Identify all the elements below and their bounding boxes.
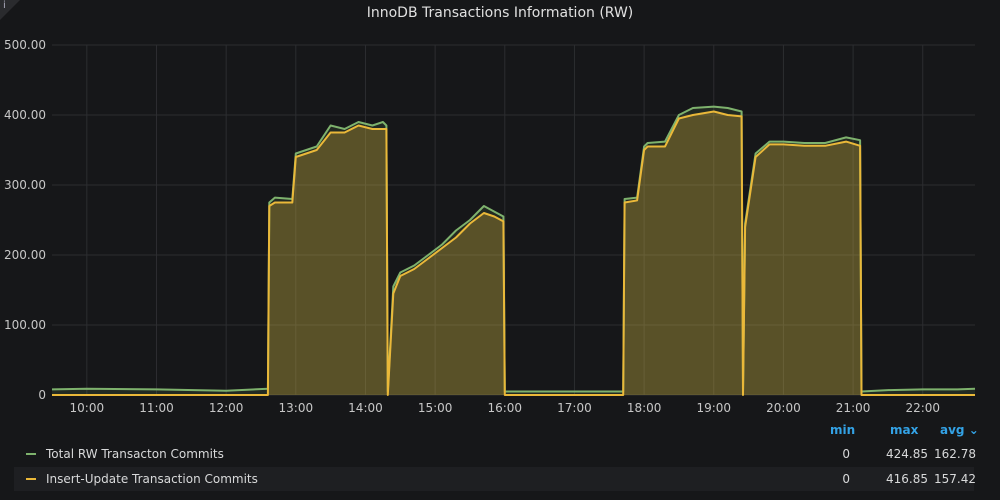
series-line-insert-update xyxy=(52,110,975,396)
panel-title: InnoDB Transactions Information (RW) xyxy=(366,5,634,21)
x-tick-label: 22:00 xyxy=(905,401,940,415)
y-tick-label: 100.00 xyxy=(4,318,46,332)
legend-swatch xyxy=(26,453,36,455)
series-areas xyxy=(52,106,975,395)
series-area-insert-update xyxy=(52,111,975,395)
legend-value-avg: 162.78 xyxy=(934,447,976,461)
x-tick-label: 21:00 xyxy=(836,401,871,415)
legend-value-min: 0 xyxy=(842,472,850,486)
legend-item-total-rw[interactable]: Total RW Transacton Commits 0 424.85 162… xyxy=(14,442,976,466)
x-tick-label: 14:00 xyxy=(348,401,383,415)
x-tick-label: 12:00 xyxy=(209,401,244,415)
chart-grid xyxy=(52,44,975,396)
info-icon[interactable]: i xyxy=(3,0,6,11)
legend-item-label[interactable]: Insert-Update Transaction Commits xyxy=(46,472,258,486)
series-line-total-rw xyxy=(51,105,976,393)
x-tick-label: 16:00 xyxy=(487,401,522,415)
chart-area: 0 100.00 200.00 300.00 400.00 500.00 10:00 11:… xyxy=(4,38,976,415)
x-tick-label: 11:00 xyxy=(139,401,174,415)
legend-header-max[interactable]: max xyxy=(890,423,919,437)
y-tick-label: 400.00 xyxy=(4,108,46,122)
x-tick-label: 13:00 xyxy=(279,401,314,415)
x-tick-label: 10:00 xyxy=(70,401,105,415)
x-tick-label: 17:00 xyxy=(557,401,592,415)
x-axis-ticks: 10:00 11:00 12:00 13:00 14:00 15:00 16:00 17:00… xyxy=(70,401,941,415)
series-lines xyxy=(51,105,976,396)
y-tick-label: 0 xyxy=(38,388,46,402)
y-tick-label: 300.00 xyxy=(4,178,46,192)
legend-item-label[interactable]: Total RW Transacton Commits xyxy=(46,447,224,461)
x-tick-label: 15:00 xyxy=(418,401,453,415)
x-tick-label: 20:00 xyxy=(766,401,801,415)
legend-value-max: 424.85 xyxy=(886,447,928,461)
y-tick-label: 200.00 xyxy=(4,248,46,262)
legend-swatch xyxy=(26,478,36,480)
legend-value-max: 416.85 xyxy=(886,472,928,486)
legend-header-min[interactable]: min xyxy=(830,423,856,437)
x-tick-label: 19:00 xyxy=(696,401,731,415)
y-axis-ticks: 0 100.00 200.00 300.00 400.00 500.00 xyxy=(4,38,46,402)
y-tick-label: 500.00 xyxy=(4,38,46,52)
x-tick-label: 18:00 xyxy=(627,401,662,415)
legend-value-avg: 157.42 xyxy=(934,472,976,486)
legend-value-min: 0 xyxy=(842,447,850,461)
legend-item-insert-update[interactable]: Insert-Update Transaction Commits 0 416.… xyxy=(14,467,976,491)
legend-header-avg[interactable]: avg ⌄ xyxy=(940,423,979,437)
